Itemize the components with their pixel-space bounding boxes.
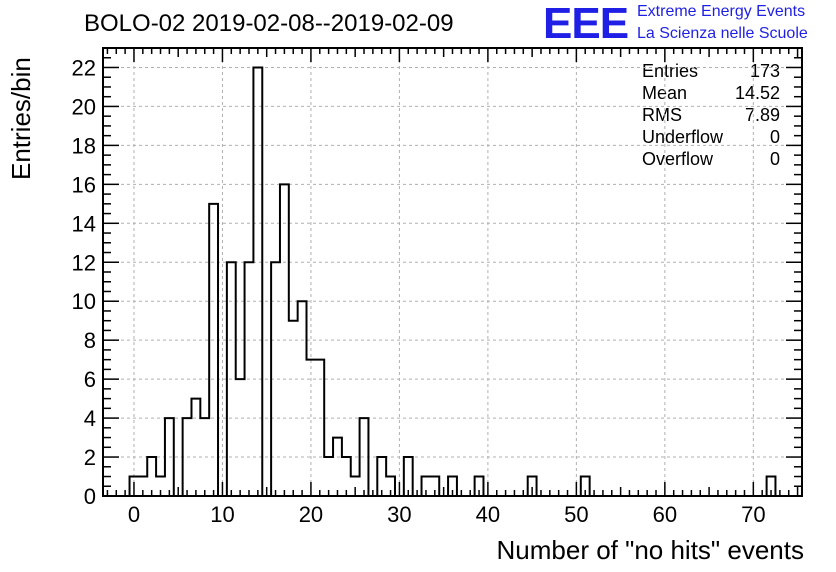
histogram-bar bbox=[236, 379, 245, 496]
x-tick-label: 10 bbox=[210, 502, 234, 527]
y-tick-label: 2 bbox=[84, 445, 96, 470]
eee-logo: EEE bbox=[543, 0, 629, 48]
histogram-bar bbox=[253, 67, 262, 496]
x-tick-label: 20 bbox=[299, 502, 323, 527]
x-tick-label: 70 bbox=[741, 502, 765, 527]
y-tick-label: 12 bbox=[72, 250, 96, 275]
x-tick-label: 50 bbox=[564, 502, 588, 527]
x-axis-label: Number of "no hits" events bbox=[496, 535, 805, 565]
y-tick-label: 16 bbox=[72, 172, 96, 197]
y-tick-label: 6 bbox=[84, 367, 96, 392]
stat-label: Overflow bbox=[642, 149, 714, 169]
stat-label: RMS bbox=[642, 105, 682, 125]
stat-value: 0 bbox=[769, 127, 780, 147]
histogram-bar bbox=[298, 301, 307, 496]
chart-title: BOLO-02 2019-02-08--2019-02-09 bbox=[84, 10, 454, 37]
stat-label: Entries bbox=[642, 61, 699, 81]
stat-label: Underflow bbox=[642, 127, 724, 147]
histogram-bar bbox=[315, 360, 324, 496]
stat-overflow: Overflow 0 bbox=[642, 148, 780, 170]
histogram-bar bbox=[191, 399, 200, 496]
stat-value: 173 bbox=[749, 61, 780, 81]
y-tick-label: 4 bbox=[84, 406, 96, 431]
histogram-bar bbox=[333, 438, 342, 496]
stat-underflow: Underflow 0 bbox=[642, 126, 780, 148]
y-tick-label: 0 bbox=[84, 484, 96, 509]
histogram-bar bbox=[289, 321, 298, 496]
y-tick-label: 22 bbox=[72, 55, 96, 80]
x-tick-label: 40 bbox=[476, 502, 500, 527]
histogram-outline bbox=[128, 66, 777, 497]
x-tick-label: 30 bbox=[387, 502, 411, 527]
y-tick-label: 10 bbox=[72, 289, 96, 314]
stat-value: 14.52 bbox=[734, 83, 780, 103]
y-tick-label: 18 bbox=[72, 133, 96, 158]
histogram-bar bbox=[209, 204, 218, 496]
x-tick-label: 0 bbox=[128, 502, 140, 527]
stat-entries: Entries 173 bbox=[642, 60, 780, 82]
y-tick-label: 8 bbox=[84, 328, 96, 353]
stat-value: 0 bbox=[769, 149, 780, 169]
logo-caption-1: Extreme Energy Events bbox=[637, 3, 806, 20]
plot-frame bbox=[102, 47, 803, 497]
y-tick-label: 20 bbox=[72, 94, 96, 119]
y-tick-label: 14 bbox=[72, 211, 96, 236]
logo-caption-2: La Scienza nelle Scuole bbox=[637, 25, 808, 42]
x-tick-label: 60 bbox=[653, 502, 677, 527]
